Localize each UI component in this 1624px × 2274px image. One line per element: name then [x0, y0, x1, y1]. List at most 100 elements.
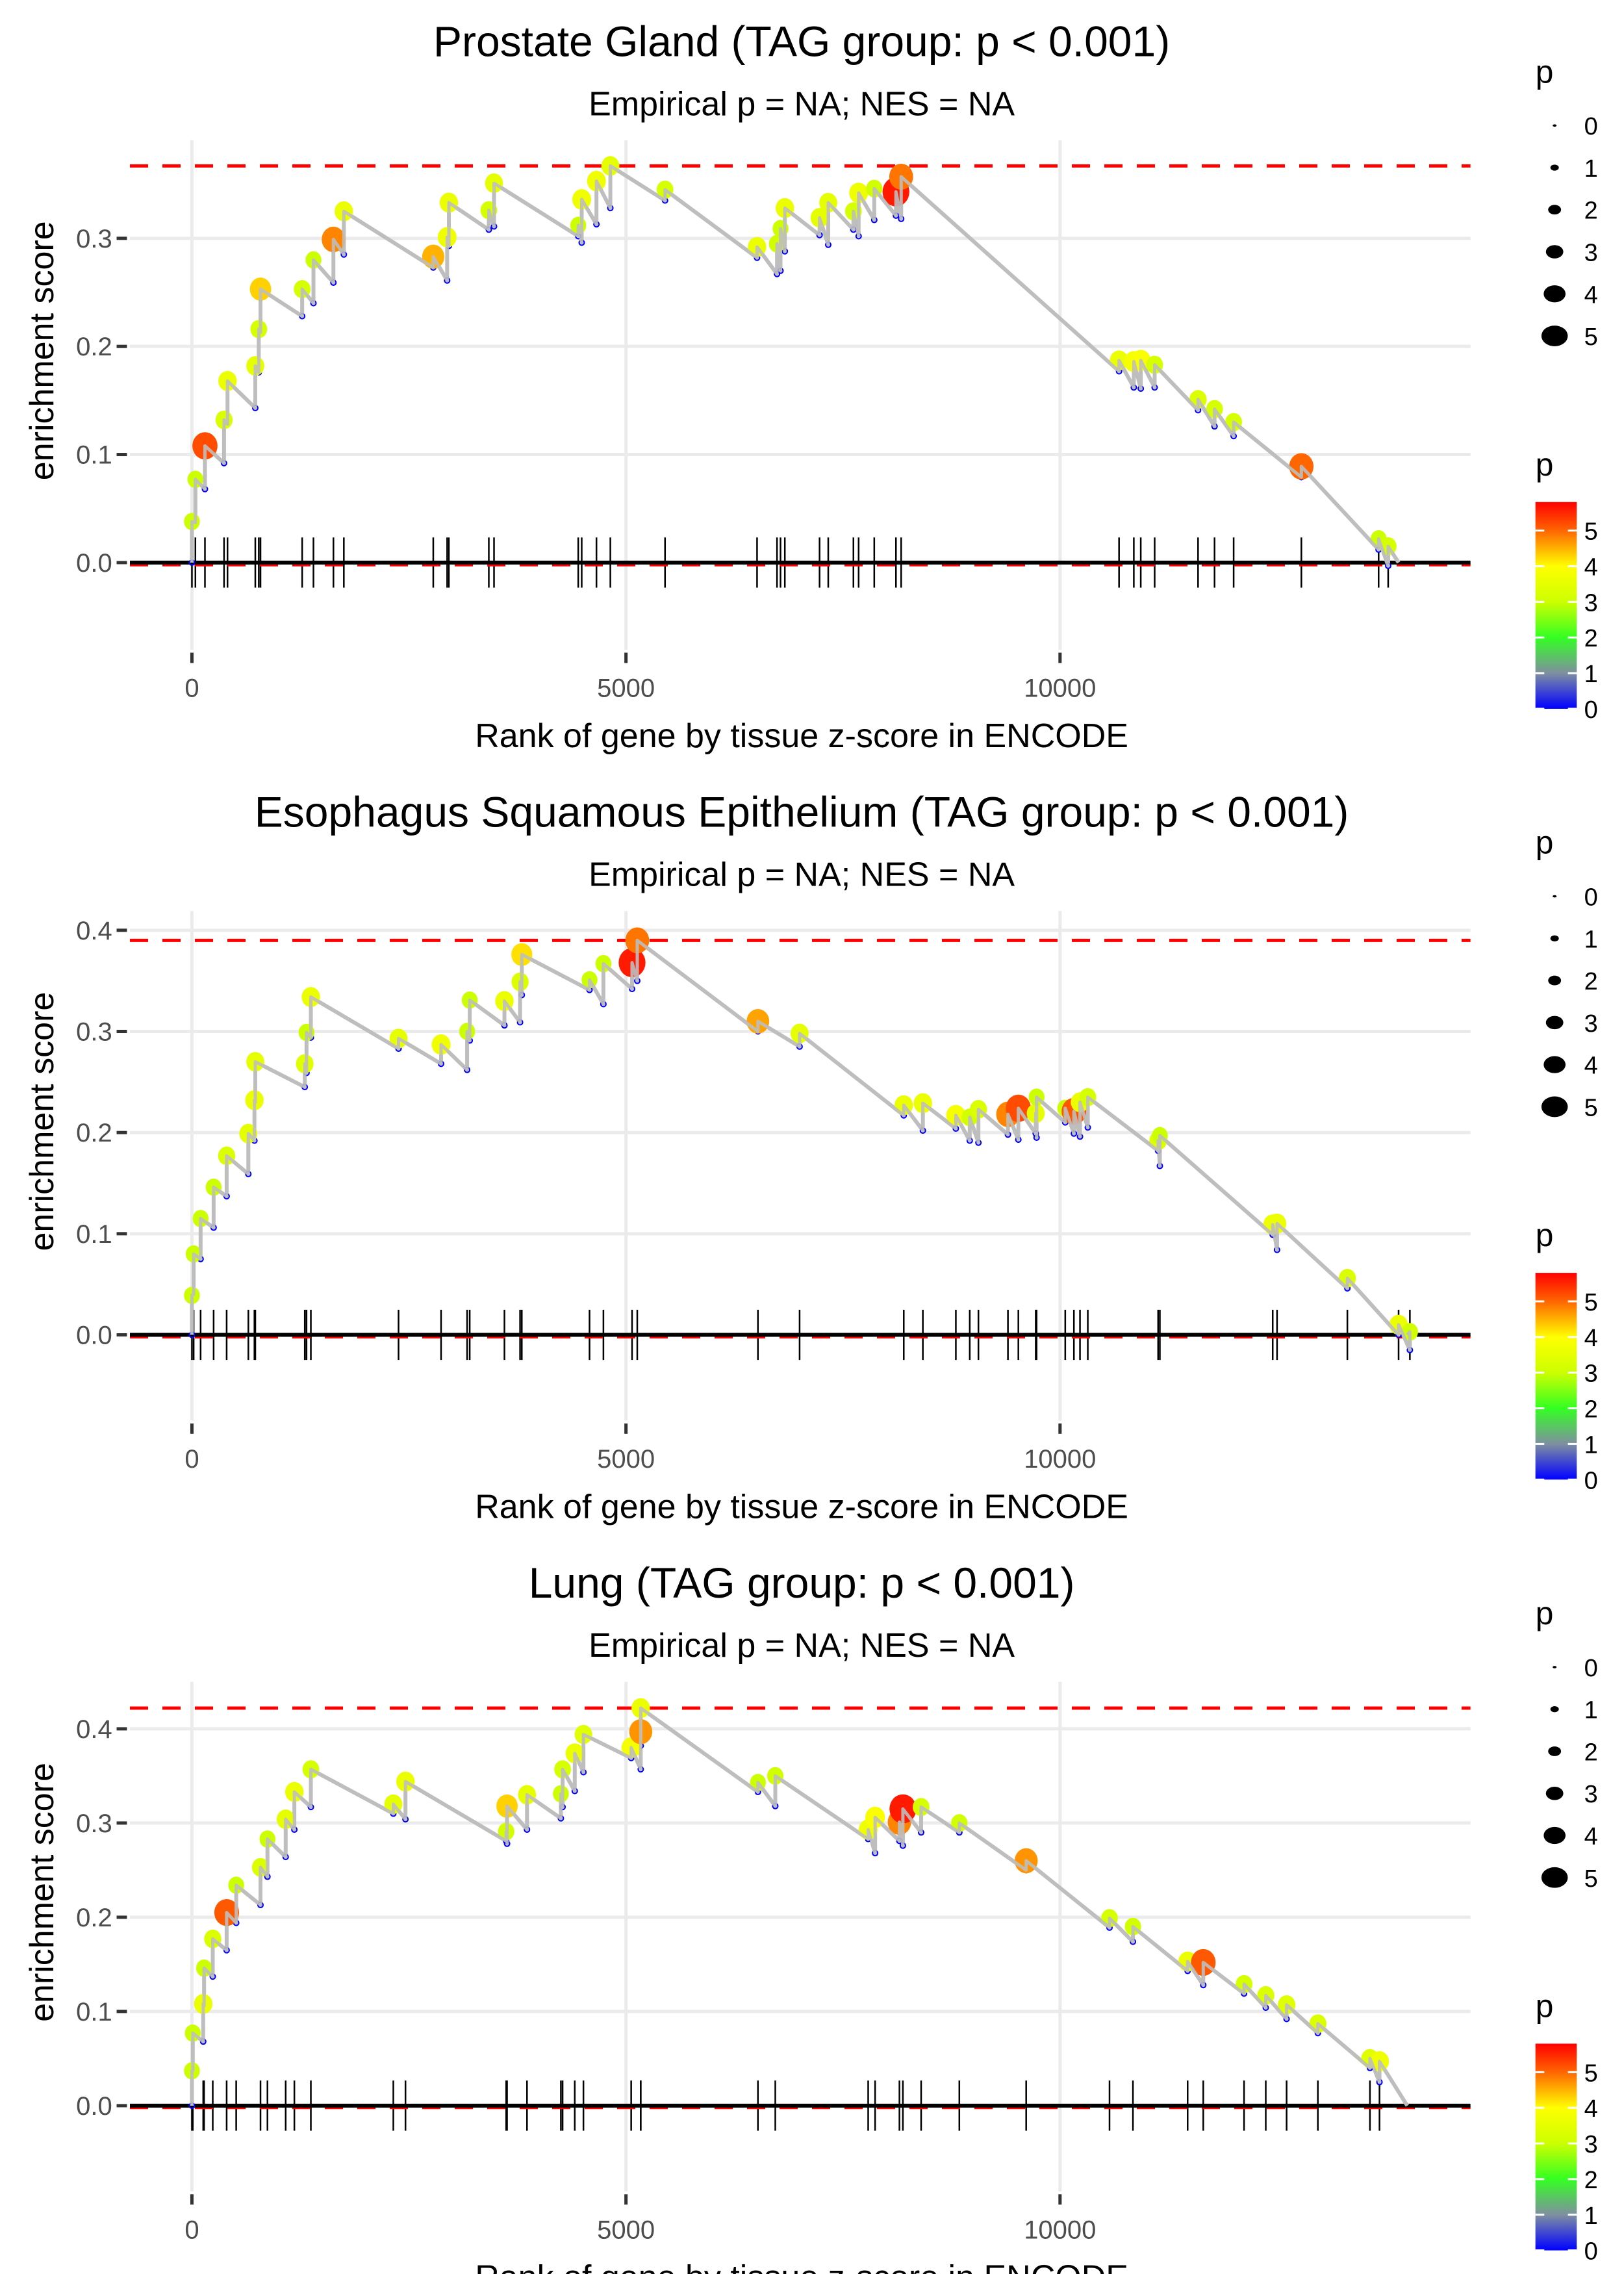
y-tick-label: 0.0: [76, 1322, 112, 1350]
x-tick-label: 5000: [597, 1445, 655, 1474]
size-legend-dot: [1541, 1867, 1568, 1888]
grid: [130, 140, 1471, 650]
y-tick-label: 0.1: [76, 441, 112, 470]
color-legend-label: 3: [1584, 589, 1598, 617]
size-legend-title: p: [1536, 824, 1554, 861]
color-bar: [1535, 502, 1577, 709]
x-tick-label: 5000: [597, 674, 655, 703]
x-axis: 0 5000 10000 Rank of gene by tissue z-score…: [184, 1423, 1128, 1526]
chart-title: Esophagus Squamous Epithelium (TAG group…: [255, 788, 1349, 836]
color-legend-label: 4: [1584, 1325, 1598, 1352]
grid: [130, 1681, 1471, 2191]
size-legend-label: 2: [1584, 1739, 1598, 1766]
y-tick-label: 0.2: [76, 333, 112, 361]
size-legend-label: 3: [1584, 240, 1598, 267]
x-tick-label: 5000: [597, 2216, 655, 2244]
es-curve: [190, 164, 1401, 568]
size-legend-dot: [1543, 1826, 1566, 1845]
size-legend-title: p: [1536, 53, 1554, 90]
y-axis: 0.0 0.1 0.2 0.3 0.4 enrichment score: [23, 917, 127, 1350]
es-curve: [190, 1706, 1409, 2107]
x-tick-label: 10000: [1024, 2216, 1096, 2244]
x-axis: 0 5000 10000 Rank of gene by tissue z-score…: [184, 2194, 1128, 2274]
panels: Prostate Gland (TAG group: p < 0.001) Emp…: [23, 17, 1598, 2274]
size-legend-label: 5: [1584, 324, 1598, 351]
size-legend-dot: [1543, 1056, 1566, 1073]
size-legend-label: 0: [1584, 113, 1598, 140]
color-legend-label: 2: [1584, 1396, 1598, 1424]
y-tick-label: 0.2: [76, 1119, 112, 1147]
size-legend-dot: [1545, 245, 1564, 259]
es-curve: [190, 938, 1412, 1352]
x-axis: 0 5000 10000 Rank of gene by tissue z-score…: [184, 652, 1128, 755]
y-tick-label: 0.1: [76, 1220, 112, 1249]
x-tick-label: 10000: [1024, 674, 1096, 703]
color-legend-label: 0: [1584, 2238, 1598, 2266]
y-tick-label: 0.3: [76, 225, 112, 253]
size-legend-title: p: [1536, 1595, 1554, 1631]
color-legend-label: 1: [1584, 1431, 1598, 1459]
y-axis: 0.0 0.1 0.2 0.3 0.4 enrichment score: [23, 1715, 127, 2121]
panel-3: Lung (TAG group: p < 0.001) Empirical p =…: [23, 1559, 1598, 2274]
size-legend-dot: [1548, 1746, 1562, 1756]
y-tick-label: 0.4: [76, 1715, 112, 1744]
size-legend-label: 1: [1584, 155, 1598, 183]
color-legend-title: p: [1536, 1217, 1554, 1253]
size-legend-label: 2: [1584, 968, 1598, 995]
size-legend-label: 3: [1584, 1781, 1598, 1808]
size-legend: p 0 1 2 3 4 5: [1536, 824, 1598, 1122]
color-legend-title: p: [1536, 1988, 1554, 2025]
size-legend: p 0 1 2 3 4 5: [1536, 1595, 1598, 1893]
y-tick-label: 0.1: [76, 1998, 112, 2026]
size-legend-label: 3: [1584, 1010, 1598, 1038]
y-tick-label: 0.0: [76, 549, 112, 578]
size-legend-label: 4: [1584, 1053, 1598, 1080]
size-legend-dot: [1553, 124, 1557, 127]
chart-subtitle: Empirical p = NA; NES = NA: [589, 856, 1015, 894]
points: [184, 927, 1418, 1353]
color-legend-label: 2: [1584, 625, 1598, 652]
color-legend-label: 1: [1584, 2203, 1598, 2230]
chart-subtitle: Empirical p = NA; NES = NA: [589, 85, 1015, 123]
y-axis-title: enrichment score: [23, 992, 61, 1251]
x-axis-title: Rank of gene by tissue z-score in ENCODE: [475, 2259, 1128, 2274]
es-curve-overlay: [190, 1706, 1409, 2107]
size-legend-label: 1: [1584, 1697, 1598, 1724]
y-tick-label: 0.3: [76, 1018, 112, 1047]
y-tick-label: 0.4: [76, 917, 112, 945]
size-legend-dot: [1545, 1786, 1564, 1800]
size-legend-dot: [1541, 326, 1568, 346]
color-legend-label: 4: [1584, 554, 1598, 581]
points: [184, 156, 1397, 569]
x-tick-label: 0: [184, 2216, 199, 2244]
x-tick-label: 10000: [1024, 1445, 1096, 1474]
color-legend-label: 4: [1584, 2095, 1598, 2123]
size-legend-dot: [1550, 164, 1559, 171]
size-legend-dot: [1550, 935, 1559, 941]
size-legend-label: 0: [1584, 1655, 1598, 1682]
color-bar: [1535, 1273, 1577, 1480]
size-legend-dot: [1550, 1706, 1559, 1713]
size-legend-dot: [1543, 285, 1566, 303]
size-legend-label: 2: [1584, 198, 1598, 225]
y-tick-label: 0.3: [76, 1809, 112, 1838]
size-legend-dot: [1541, 1096, 1568, 1118]
color-legend-title: p: [1536, 446, 1554, 483]
size-legend-label: 4: [1584, 281, 1598, 309]
panel-2: Esophagus Squamous Epithelium (TAG group…: [23, 788, 1598, 1526]
chart-title: Prostate Gland (TAG group: p < 0.001): [433, 17, 1170, 65]
size-legend-dot: [1548, 205, 1562, 215]
color-legend-label: 3: [1584, 2131, 1598, 2158]
size-legend-label: 0: [1584, 884, 1598, 912]
size-legend-label: 5: [1584, 1865, 1598, 1893]
color-legend-label: 0: [1584, 696, 1598, 724]
y-axis-title: enrichment score: [23, 1763, 61, 2022]
color-legend-label: 5: [1584, 518, 1598, 546]
size-legend-label: 5: [1584, 1094, 1598, 1121]
points: [184, 1698, 1389, 2109]
x-axis-title: Rank of gene by tissue z-score in ENCODE: [475, 717, 1128, 755]
size-legend-dot: [1545, 1016, 1564, 1030]
es-curve-overlay: [190, 938, 1412, 1352]
x-tick-label: 0: [184, 674, 199, 703]
